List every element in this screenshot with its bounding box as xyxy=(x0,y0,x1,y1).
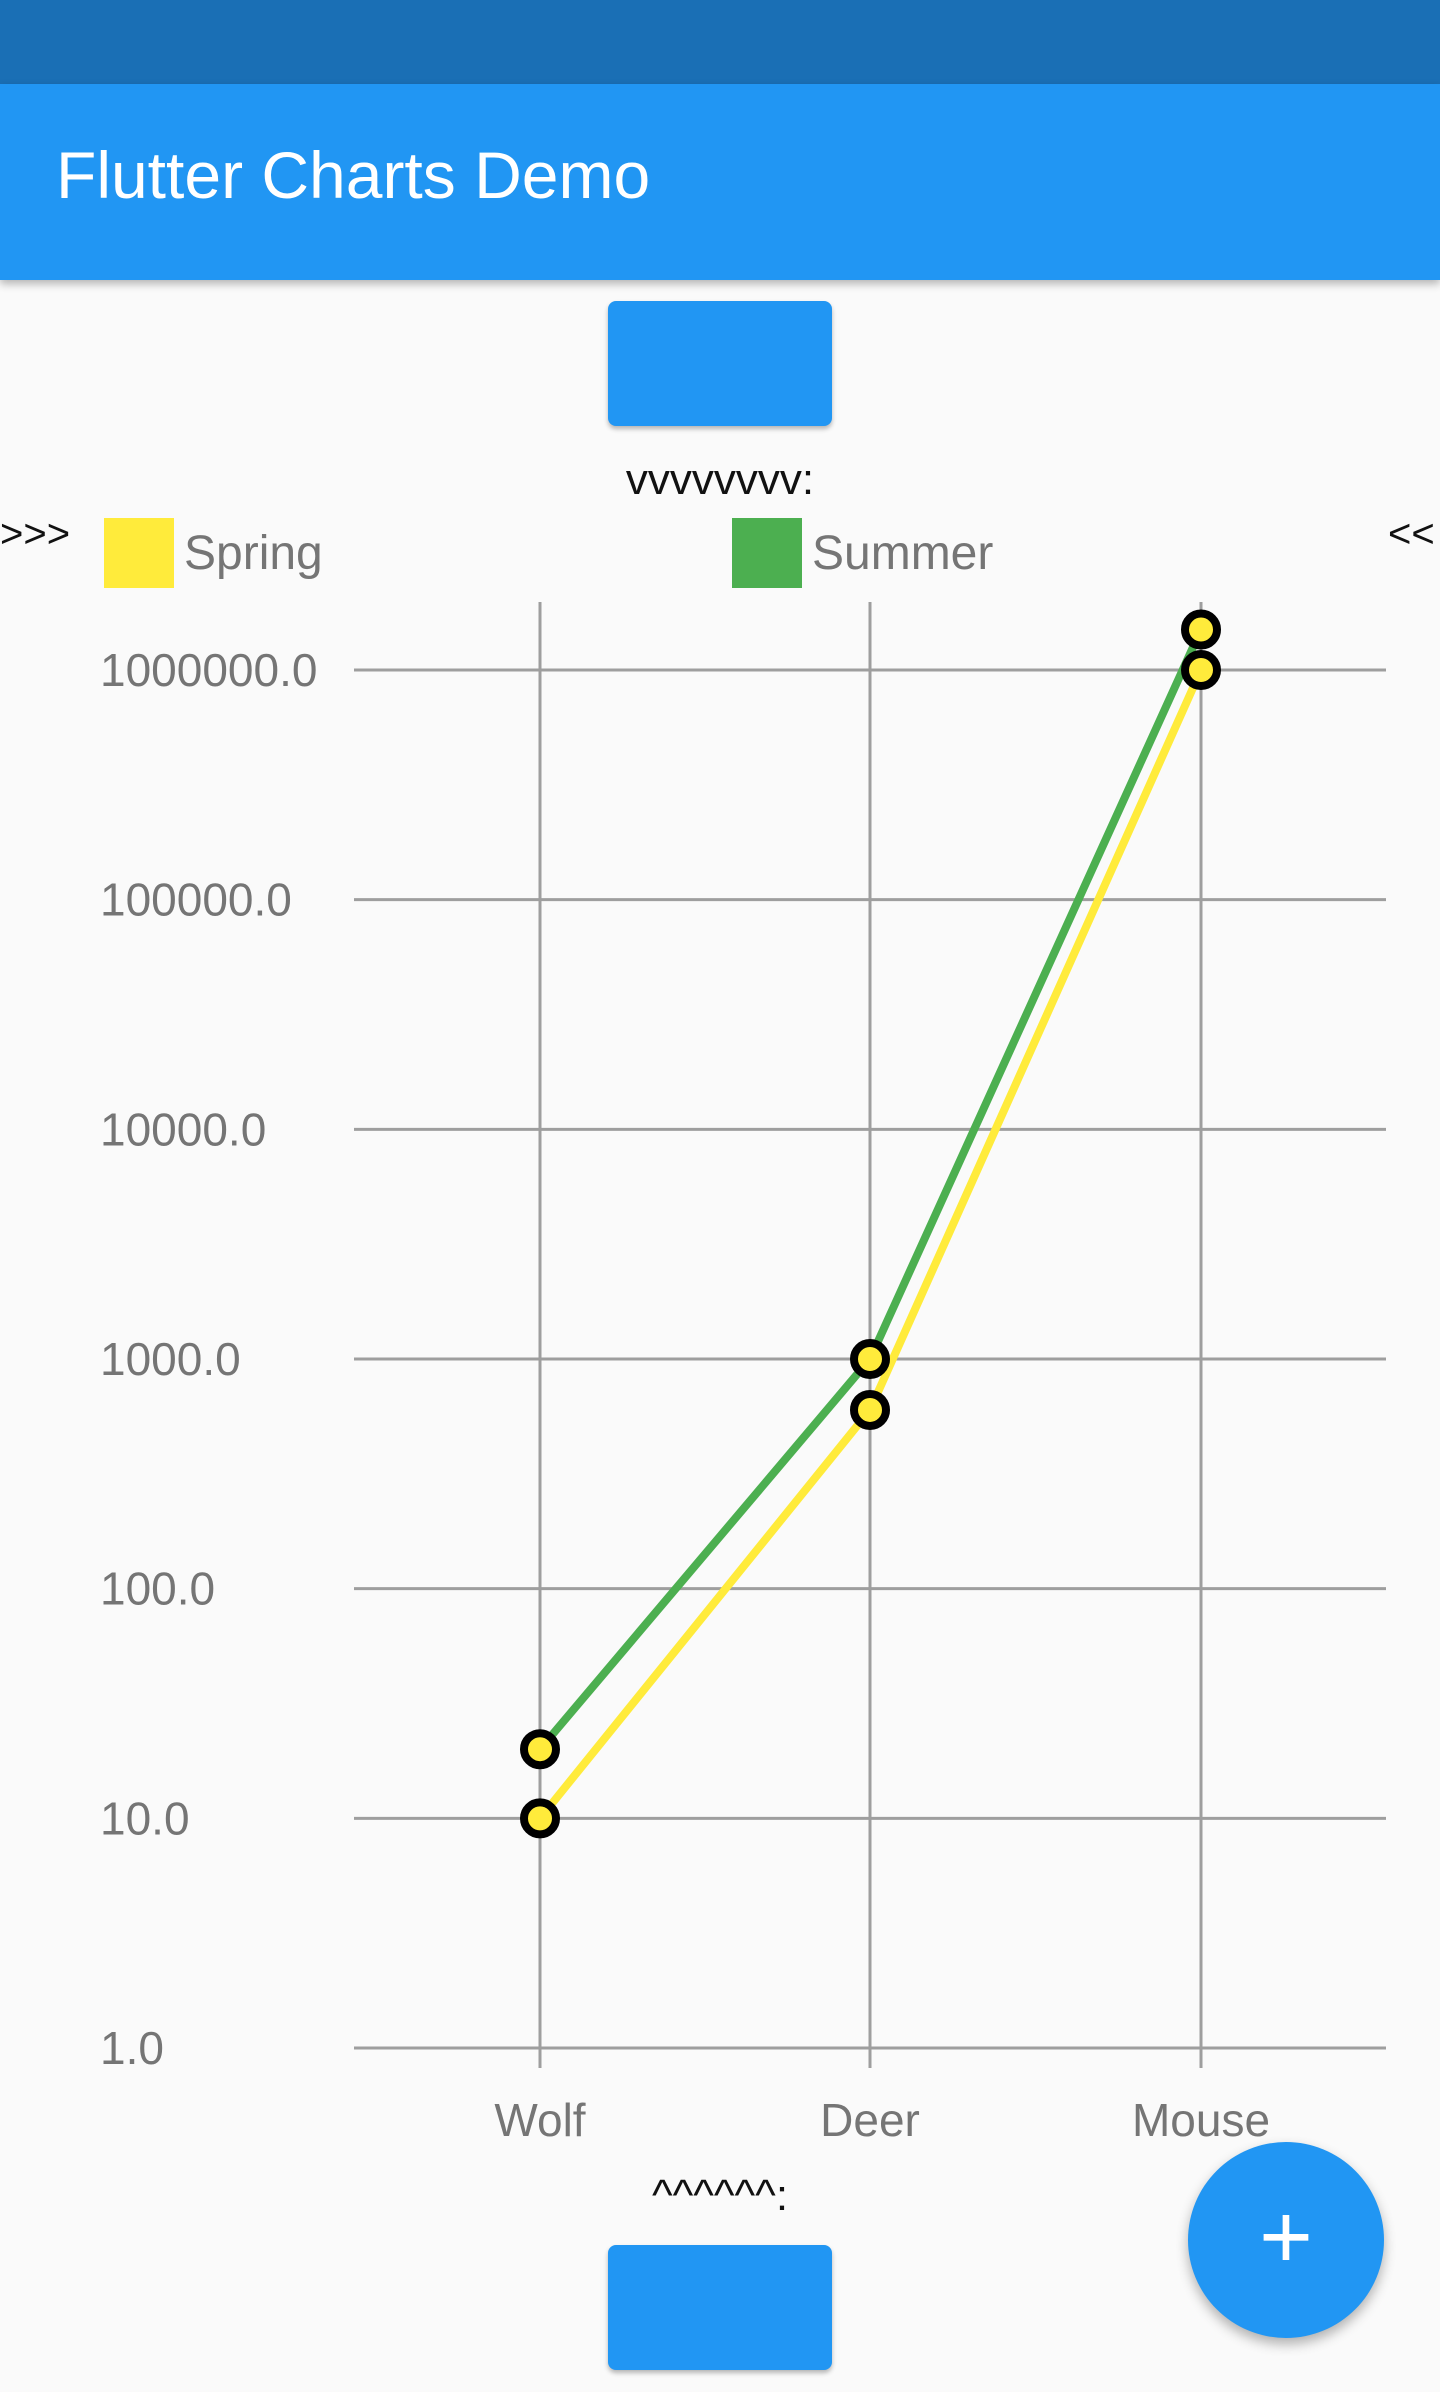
app-bar xyxy=(0,84,1440,280)
y-tick-label: 10.0 xyxy=(100,1792,190,1844)
left-arrows: >>> xyxy=(0,512,71,556)
y-tick-label: 1.0 xyxy=(100,2022,164,2074)
y-tick-label: 100000.0 xyxy=(100,874,292,926)
data-point-spring xyxy=(1181,650,1221,690)
bottom-button[interactable] xyxy=(608,2245,832,2370)
right-arrows: << xyxy=(1388,512,1435,556)
top-label: vvvvvvvv: xyxy=(625,455,815,504)
legend-label-spring: Spring xyxy=(184,526,323,580)
data-point-summer xyxy=(520,1729,560,1770)
data-point-spring xyxy=(520,1798,560,1839)
legend-label-summer: Summer xyxy=(812,526,994,580)
status-bar xyxy=(0,0,1440,84)
y-tick-label: 1000.0 xyxy=(100,1333,241,1385)
legend-item-summer: Summer xyxy=(732,518,993,588)
top-button[interactable] xyxy=(608,301,832,426)
plus-icon: + xyxy=(1259,2186,1313,2288)
add-fab-button[interactable]: + xyxy=(1188,2142,1384,2338)
bottom-label: ^^^^^^: xyxy=(651,2171,789,2220)
y-tick-label: 10000.0 xyxy=(100,1103,266,1155)
data-point-summer xyxy=(1181,609,1221,650)
x-tick-label: Wolf xyxy=(494,2094,585,2146)
app-title: Flutter Charts Demo xyxy=(56,138,651,212)
data-point-spring xyxy=(850,1389,890,1430)
legend-swatch-spring xyxy=(104,518,174,588)
x-tick-label: Mouse xyxy=(1132,2094,1270,2146)
y-tick-label: 1000000.0 xyxy=(100,644,317,696)
x-tick-label: Deer xyxy=(820,2094,920,2146)
legend-swatch-summer xyxy=(732,518,802,588)
data-point-summer xyxy=(850,1339,890,1379)
line-chart: 1.0 10.0 100.0 1000.0 10000.0 100000.0 1000000… xyxy=(100,602,1386,2146)
legend-item-spring: Spring xyxy=(104,518,323,588)
y-tick-label: 100.0 xyxy=(100,1563,215,1615)
